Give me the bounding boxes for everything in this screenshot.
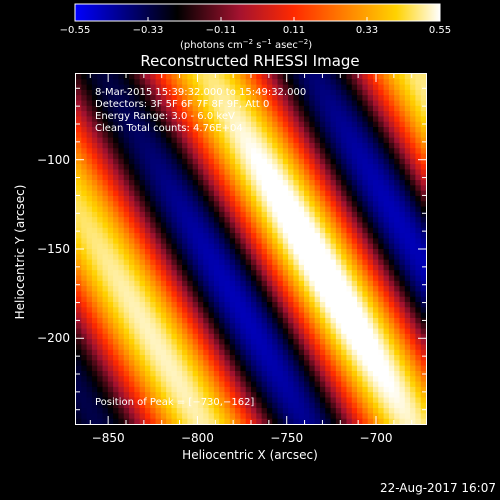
y-tick-label: −150	[37, 242, 70, 256]
y-tick-label: −200	[37, 331, 70, 346]
plot-frame	[75, 73, 427, 425]
colorbar-tick-label: −0.55	[59, 25, 91, 36]
x-tick-label: −700	[359, 431, 393, 445]
colorbar-ticks	[74, 17, 441, 21]
heatmap-image	[76, 74, 427, 425]
info-line-time: 8-Mar-2015 15:39:32.000 to 15:49:32.000	[95, 87, 307, 98]
colorbar-tick-label: 0.33	[355, 25, 379, 36]
colorbar-tick-label: 0.11	[282, 25, 306, 36]
colorbar	[74, 3, 441, 22]
peak-position-label: Position of Peak = [−730,−162]	[95, 397, 255, 408]
colorbar-units: (photons cm−2 s−1 asec−2)	[180, 38, 313, 51]
x-axis-label: Heliocentric X (arcsec)	[182, 448, 318, 462]
info-line-energy: Energy Range: 3.0 - 6.0 keV	[95, 111, 235, 122]
axis-ticks	[76, 74, 426, 424]
colorbar-tick-label: −0.11	[205, 25, 237, 36]
x-tick-label: −800	[180, 431, 214, 445]
y-axis-label: Heliocentric Y (arcsec)	[13, 184, 27, 320]
x-tick-label: −850	[91, 431, 125, 445]
chart-title: Reconstructed RHESSI Image	[140, 52, 360, 70]
date-stamp: 22-Aug-2017 16:07	[379, 481, 496, 495]
y-tick-label: −100	[37, 152, 70, 167]
info-line-counts: Clean Total counts: 4.76E+04	[95, 123, 243, 134]
info-line-detectors: Detectors: 3F 5F 6F 7F 8F 9F, Att 0	[95, 99, 270, 110]
colorbar-tick-label: 0.55	[428, 25, 452, 36]
colorbar-tick-label: −0.33	[132, 25, 164, 36]
x-tick-label: −750	[270, 431, 304, 445]
